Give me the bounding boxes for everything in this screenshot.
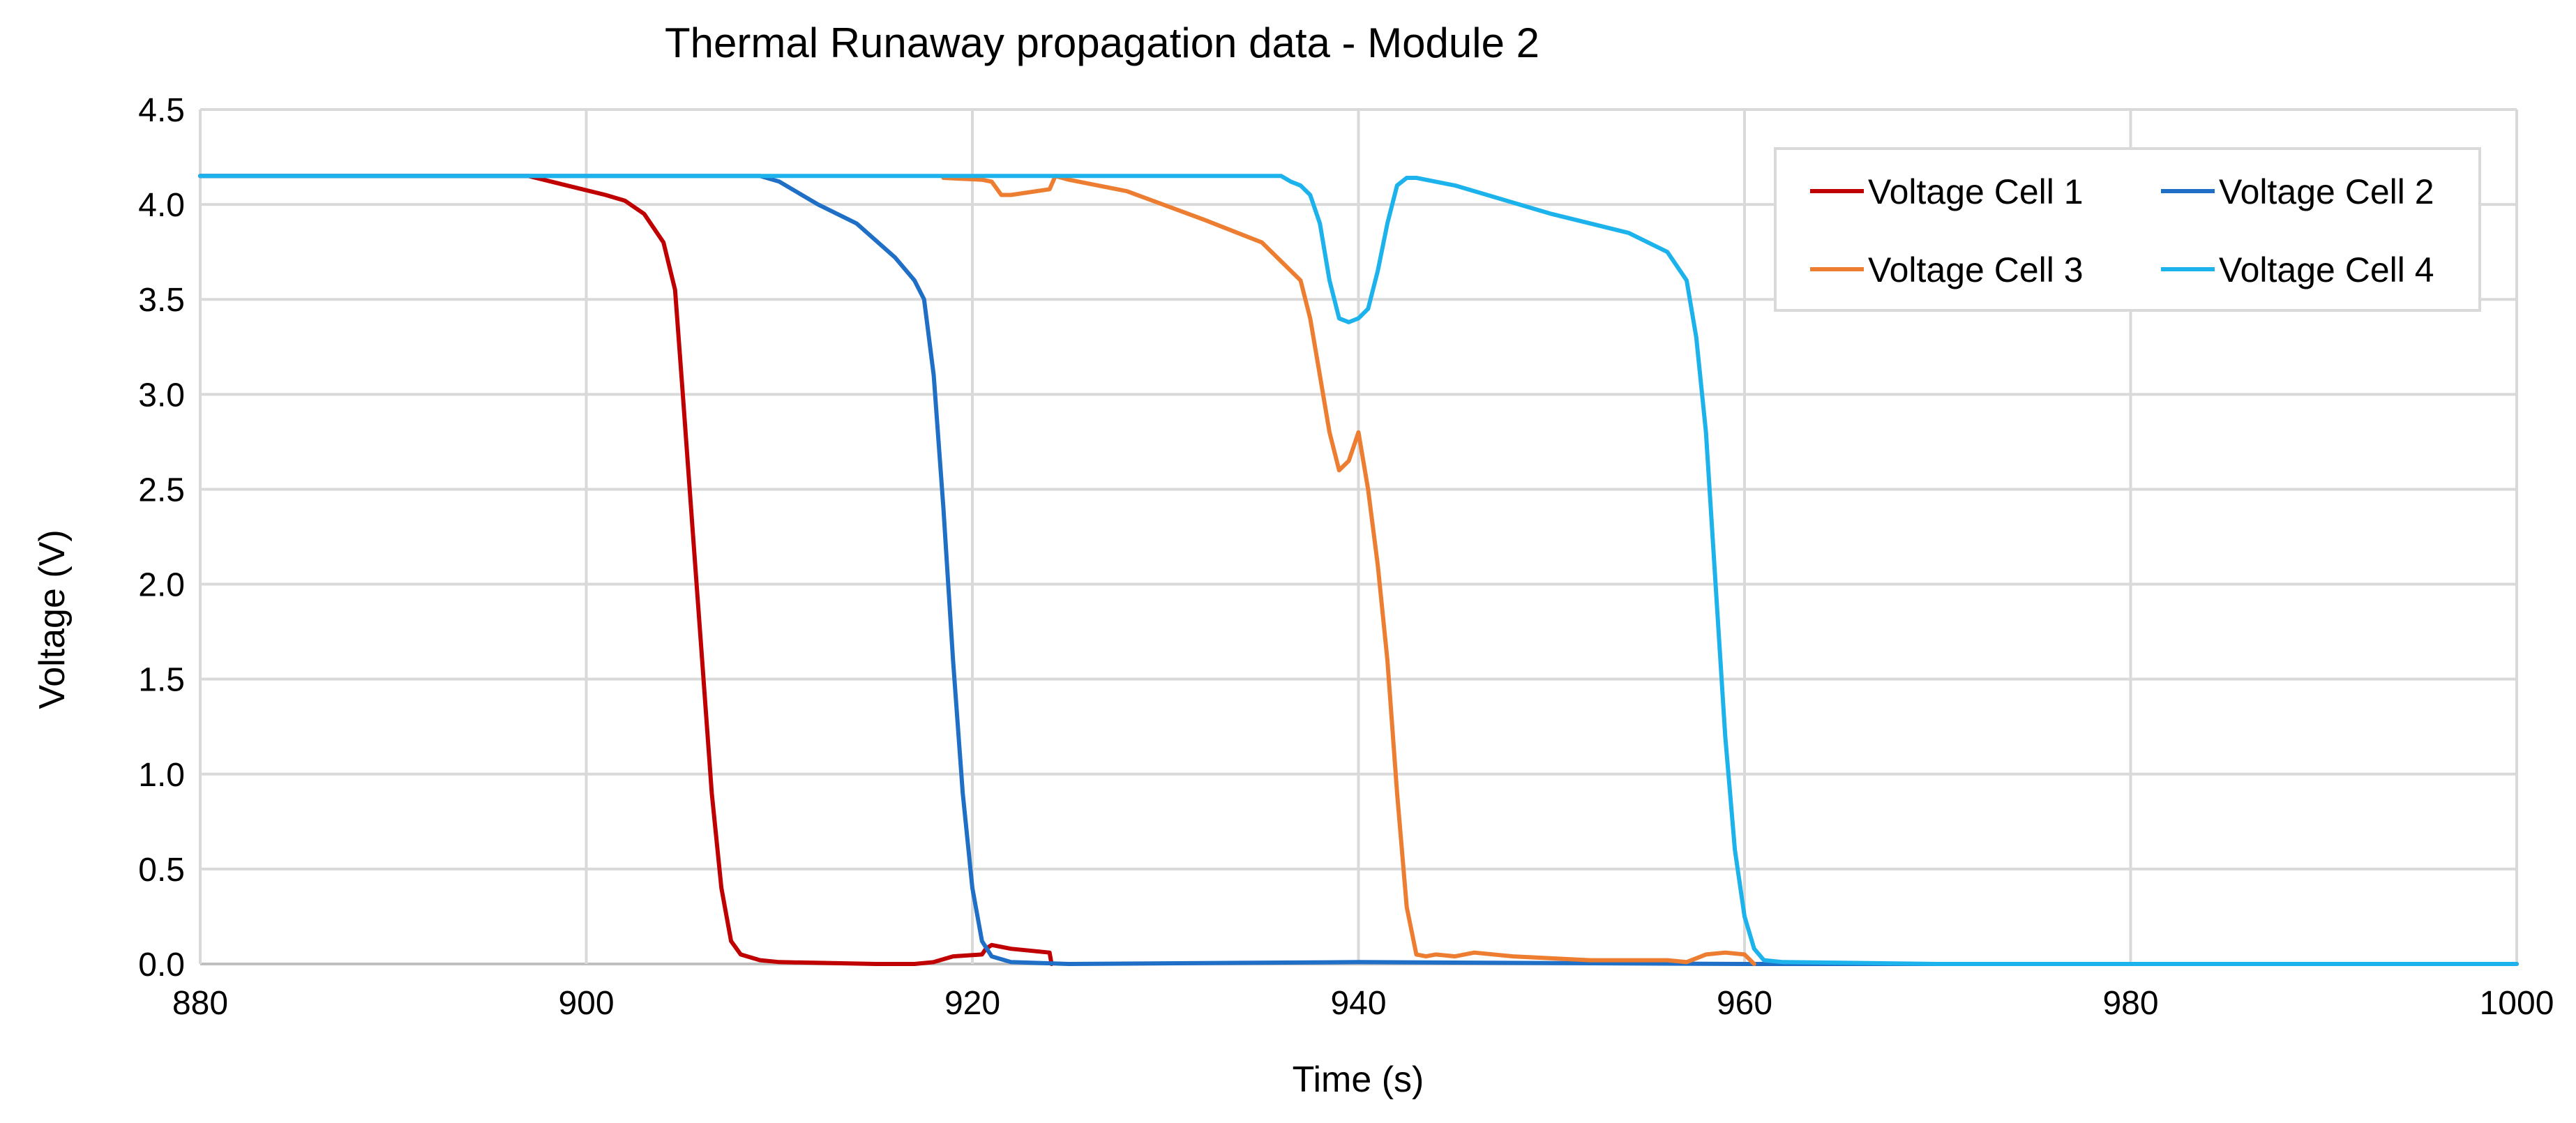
y-tick-label: 0.0	[138, 947, 185, 983]
legend-label-cell-4: Voltage Cell 4	[2219, 250, 2434, 289]
x-tick-label: 980	[2102, 985, 2158, 1022]
x-tick-label: 960	[1717, 985, 1772, 1022]
y-tick-label: 2.5	[138, 472, 185, 508]
x-tick-label: 1000	[2480, 985, 2554, 1022]
y-tick-label: 3.5	[138, 282, 185, 319]
series-line-cell-2	[198, 174, 2519, 966]
legend: Voltage Cell 1 Voltage Cell 2 Voltage Ce…	[1774, 147, 2481, 312]
y-tick-label: 0.5	[138, 852, 185, 889]
chart-title: Thermal Runaway propagation data - Modul…	[665, 20, 1539, 66]
x-tick-label: 920	[944, 985, 1000, 1022]
series-lines	[198, 174, 2519, 966]
series-line-cell-1	[198, 174, 1054, 966]
legend-label-cell-2: Voltage Cell 2	[2219, 172, 2434, 211]
series-line-cell-3	[941, 174, 1756, 966]
y-tick-label: 1.5	[138, 662, 185, 699]
x-tick-label: 880	[172, 985, 228, 1022]
y-tick-label: 4.0	[138, 187, 185, 224]
y-axis-label: Voltage (V)	[32, 529, 73, 709]
series-line-cell-4	[198, 174, 2519, 966]
x-tick-label: 940	[1330, 985, 1386, 1022]
legend-label-cell-3: Voltage Cell 3	[1868, 250, 2084, 289]
x-axis-label: Time (s)	[1293, 1060, 1424, 1100]
legend-box	[1774, 147, 2481, 312]
grid	[199, 108, 2518, 965]
legend-label-cell-1: Voltage Cell 1	[1868, 172, 2084, 211]
y-tick-label: 2.0	[138, 567, 185, 604]
y-tick-label: 3.0	[138, 377, 185, 414]
tick-labels: 0.0 0.5 1.0 1.5 2.0 2.5 3.0 3.5 4.0 4.5 880 900 920 9…	[138, 92, 2554, 1022]
y-tick-label: 4.5	[138, 92, 185, 129]
x-tick-label: 900	[558, 985, 614, 1022]
y-tick-label: 1.0	[138, 757, 185, 794]
